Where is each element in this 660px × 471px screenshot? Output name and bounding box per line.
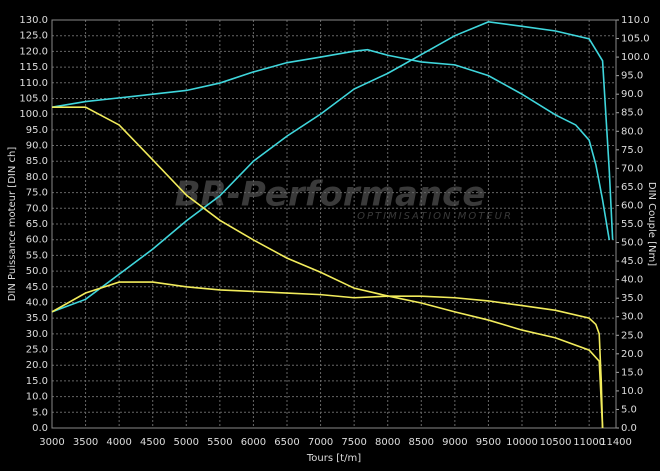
x-tick-label: 6500: [274, 437, 299, 448]
y-tick-label: 80.0: [26, 172, 48, 183]
x-tick-label: 10000: [506, 437, 538, 448]
x-tick-label: 7000: [308, 437, 333, 448]
x-tick-label: 5000: [174, 437, 199, 448]
x-tick-label: 9500: [476, 437, 501, 448]
x-tick-label: 10500: [540, 437, 572, 448]
y2-tick-label: 35.0: [621, 293, 643, 304]
x-tick-label: 11400: [600, 437, 632, 448]
y2-tick-label: 30.0: [621, 312, 643, 323]
y2-tick-label: 10.0: [621, 386, 643, 397]
x-axis-label: Tours [t/m]: [306, 453, 361, 464]
y-tick-label: 95.0: [26, 125, 48, 136]
y-tick-label: 110.0: [19, 78, 48, 89]
line: [51, 21, 614, 313]
y2-tick-label: 85.0: [621, 108, 643, 119]
y-tick-label: 45.0: [26, 282, 48, 293]
y-tick-label: 25.0: [26, 345, 48, 356]
y2-tick-label: 100.0: [621, 52, 650, 63]
watermark-subtitle: OPTIMISATION MOTEUR: [357, 211, 513, 222]
line: [51, 48, 611, 241]
x-tick-label: 3500: [73, 437, 98, 448]
y-tick-label: 65.0: [26, 219, 48, 230]
y2-tick-label: 65.0: [621, 182, 643, 193]
x-tick-label: 4000: [106, 437, 131, 448]
y-tick-label: 40.0: [26, 297, 48, 308]
y2-tick-label: 110.0: [621, 15, 650, 26]
y-tick-label: 120.0: [19, 46, 48, 57]
x-tick-label: 6000: [241, 437, 266, 448]
y-tick-label: 0.0: [32, 423, 48, 434]
y2-axis-label: DIN Couple [Nm]: [646, 182, 657, 266]
y2-tick-label: 45.0: [621, 256, 643, 267]
y-tick-label: 115.0: [19, 62, 48, 73]
y2-tick-label: 50.0: [621, 238, 643, 249]
x-tick-label: 8000: [375, 437, 400, 448]
y2-tick-label: 40.0: [621, 275, 643, 286]
y2-tick-label: 15.0: [621, 367, 643, 378]
x-tick-label: 4500: [140, 437, 165, 448]
plot-frame: [51, 19, 617, 429]
y2-tick-label: 20.0: [621, 349, 643, 360]
y-tick-label: 125.0: [19, 31, 48, 42]
y-tick-label: 50.0: [26, 266, 48, 277]
y2-tick-label: 55.0: [621, 219, 643, 230]
y2-tick-label: 90.0: [621, 89, 643, 100]
y2-tick-label: 70.0: [621, 163, 643, 174]
y-tick-label: 85.0: [26, 156, 48, 167]
y2-tick-label: 75.0: [621, 145, 643, 156]
y-tick-label: 105.0: [19, 93, 48, 104]
y-tick-label: 35.0: [26, 313, 48, 324]
y-tick-label: 90.0: [26, 141, 48, 152]
y-tick-label: 20.0: [26, 360, 48, 371]
y-tick-label: 15.0: [26, 376, 48, 387]
y2-tick-label: 60.0: [621, 200, 643, 211]
y-tick-label: 5.0: [32, 407, 48, 418]
y-tick-label: 100.0: [19, 109, 48, 120]
y-tick-label: 60.0: [26, 235, 48, 246]
y2-tick-label: 0.0: [621, 423, 637, 434]
x-tick-label: 9000: [442, 437, 467, 448]
x-tick-label: 8500: [409, 437, 434, 448]
y2-tick-label: 105.0: [621, 34, 650, 45]
x-tick-label: 11000: [573, 437, 605, 448]
y-tick-label: 75.0: [26, 188, 48, 199]
y-tick-label: 55.0: [26, 250, 48, 261]
x-tick-label: 5500: [207, 437, 232, 448]
y-tick-label: 30.0: [26, 329, 48, 340]
y-axis-label: DIN Puissance moteur [DIN ch]: [7, 147, 18, 302]
y2-tick-label: 80.0: [621, 126, 643, 137]
y2-tick-label: 95.0: [621, 71, 643, 82]
x-tick-label: 3000: [39, 437, 64, 448]
y-tick-label: 130.0: [19, 15, 48, 26]
x-tick-label: 7500: [341, 437, 366, 448]
line: [52, 106, 604, 429]
y2-tick-label: 5.0: [621, 404, 637, 415]
y2-tick-label: 25.0: [621, 330, 643, 341]
y-tick-label: 10.0: [26, 392, 48, 403]
y-tick-label: 70.0: [26, 203, 48, 214]
